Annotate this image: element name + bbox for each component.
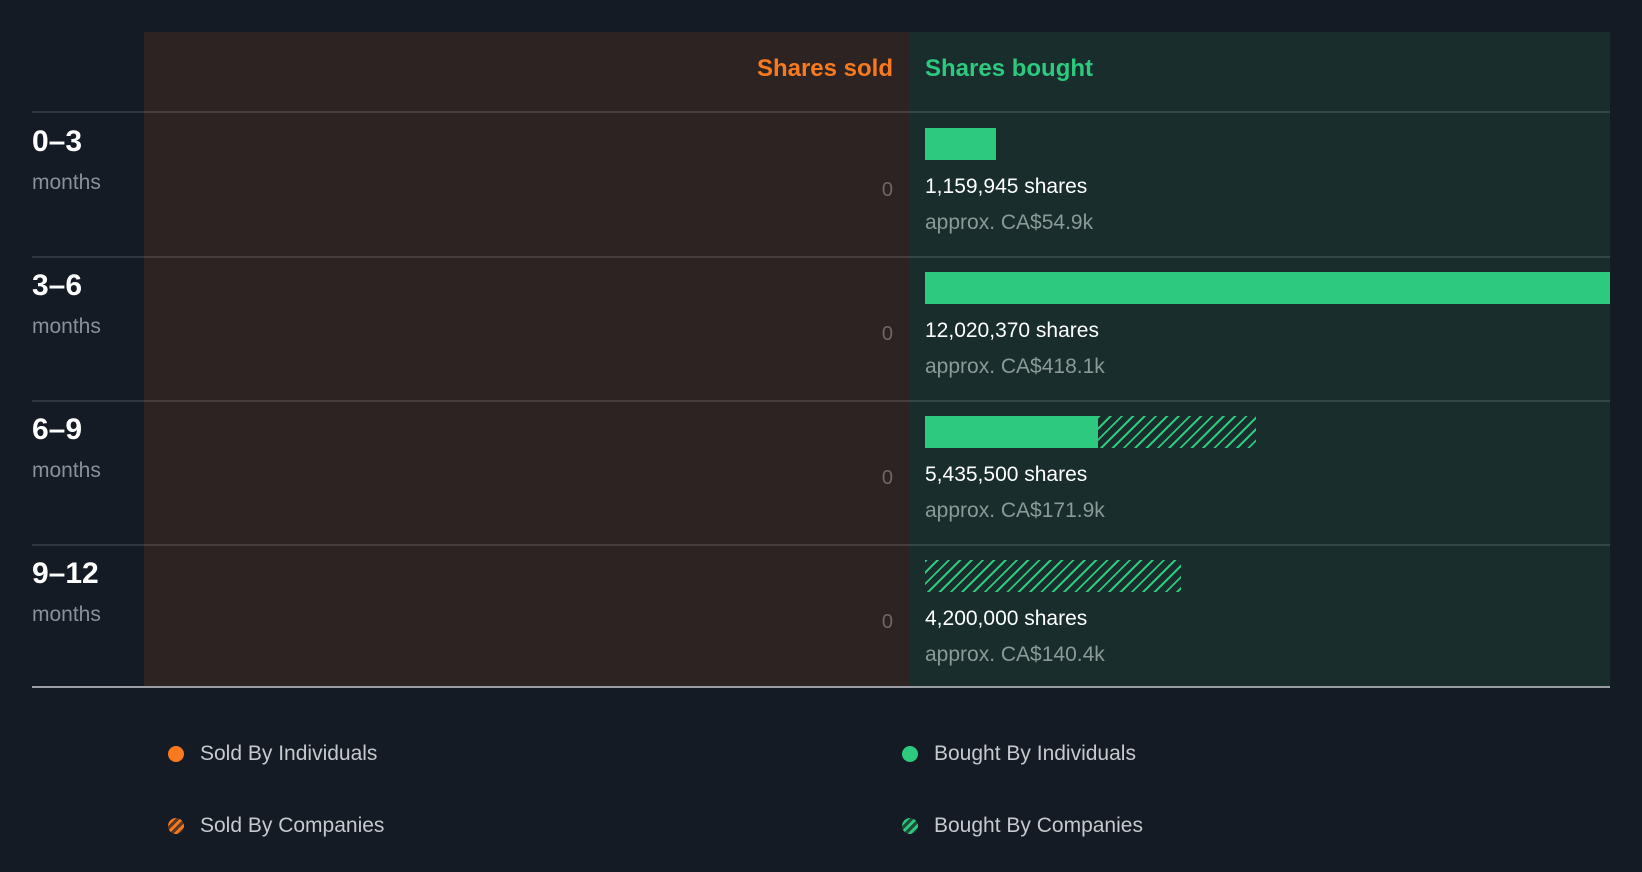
period-row-6-9: 6–9 months 0 5,435,500 shares approx. CA…: [0, 401, 1642, 545]
legend-label: Bought By Individuals: [934, 742, 1136, 765]
legend-label: Bought By Companies: [934, 814, 1143, 837]
period-label: 6–9: [32, 413, 83, 446]
bought-bar[interactable]: [925, 560, 1181, 592]
bought-individuals-bar[interactable]: [925, 416, 1098, 448]
solid-green-dot-icon: [902, 746, 918, 762]
bought-approx-value: approx. CA$418.1k: [925, 355, 1105, 378]
bought-individuals-bar[interactable]: [925, 272, 1610, 304]
legend-label: Sold By Individuals: [200, 742, 378, 765]
sold-value: 0: [881, 179, 893, 201]
shares-bought-header: Shares bought: [925, 55, 1094, 82]
legend-bought-companies: Bought By Companies: [902, 814, 1143, 838]
shares-sold-panel: [144, 32, 909, 687]
legend-label: Sold By Companies: [200, 814, 385, 837]
bought-shares: 5,435,500 shares: [925, 463, 1088, 486]
bought-shares: 4,200,000 shares: [925, 607, 1088, 630]
sold-value: 0: [881, 323, 893, 345]
row-divider: [32, 400, 1610, 402]
row-divider: [32, 544, 1610, 546]
bought-approx-value: approx. CA$54.9k: [925, 211, 1094, 234]
period-label: 0–3: [32, 125, 83, 158]
bought-shares: 12,020,370 shares: [925, 319, 1099, 342]
bought-companies-bar[interactable]: [925, 560, 1181, 592]
period-unit: months: [32, 459, 101, 482]
bought-individuals-bar[interactable]: [925, 128, 996, 160]
hatched-green-dot-icon: [902, 818, 918, 834]
sold-value: 0: [881, 611, 893, 633]
period-unit: months: [32, 315, 101, 338]
bought-shares: 1,159,945 shares: [925, 175, 1088, 198]
bought-approx-value: approx. CA$171.9k: [925, 499, 1105, 522]
bought-approx-value: approx. CA$140.4k: [925, 643, 1105, 666]
shares-sold-header: Shares sold: [756, 55, 893, 82]
period-row-0-3: 0–3 months 0 1,159,945 shares approx. CA…: [0, 113, 1642, 257]
bought-bar[interactable]: [925, 416, 1256, 448]
period-unit: months: [32, 603, 101, 626]
header-divider: [32, 111, 1610, 113]
legend-sold-companies: Sold By Companies: [168, 814, 384, 838]
period-row-9-12: 9–12 months 0 4,200,000 shares approx. C…: [0, 545, 1642, 689]
bought-companies-bar[interactable]: [1098, 416, 1256, 448]
sold-value: 0: [881, 467, 893, 489]
period-label: 9–12: [32, 557, 99, 590]
row-divider: [32, 256, 1610, 258]
solid-orange-dot-icon: [168, 746, 184, 762]
legend-bought-individuals: Bought By Individuals: [902, 742, 1136, 766]
period-unit: months: [32, 171, 101, 194]
bought-bar[interactable]: [925, 128, 996, 160]
hatched-orange-dot-icon: [168, 818, 184, 834]
legend-sold-individuals: Sold By Individuals: [168, 742, 377, 766]
period-label: 3–6: [32, 269, 83, 302]
chart-baseline: [32, 686, 1610, 688]
bought-bar[interactable]: [925, 272, 1610, 304]
period-row-3-6: 3–6 months 0 12,020,370 shares approx. C…: [0, 257, 1642, 401]
